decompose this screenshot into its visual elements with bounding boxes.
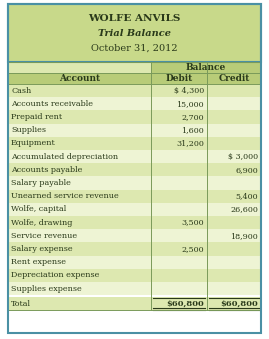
Bar xyxy=(8,256,151,269)
Text: Wolfe, capital: Wolfe, capital xyxy=(11,205,66,213)
Text: Unearned service revenue: Unearned service revenue xyxy=(11,192,119,200)
Bar xyxy=(8,137,151,150)
Bar xyxy=(207,73,261,84)
Text: 5,400: 5,400 xyxy=(235,192,258,200)
Bar xyxy=(207,229,261,242)
Bar xyxy=(8,111,151,124)
Text: Wolfe, drawing: Wolfe, drawing xyxy=(11,219,72,226)
Text: 6,900: 6,900 xyxy=(235,166,258,174)
Text: Accounts receivable: Accounts receivable xyxy=(11,100,93,108)
Text: Credit: Credit xyxy=(218,74,250,83)
Bar xyxy=(207,176,261,190)
Text: 15,000: 15,000 xyxy=(176,100,204,108)
Bar xyxy=(8,4,261,62)
Text: Total: Total xyxy=(11,300,31,308)
Bar xyxy=(151,97,207,111)
Bar xyxy=(207,297,261,311)
Bar xyxy=(8,176,151,190)
Text: $ 3,000: $ 3,000 xyxy=(228,153,258,161)
Bar xyxy=(151,176,207,190)
Text: 31,200: 31,200 xyxy=(176,139,204,147)
Bar xyxy=(151,282,207,295)
Bar xyxy=(207,111,261,124)
Text: Service revenue: Service revenue xyxy=(11,232,77,240)
Bar xyxy=(207,269,261,282)
Bar xyxy=(151,229,207,242)
Bar xyxy=(8,229,151,242)
Text: October 31, 2012: October 31, 2012 xyxy=(91,44,178,53)
Bar xyxy=(207,124,261,137)
Text: Depreciation expense: Depreciation expense xyxy=(11,272,99,279)
Text: Cash: Cash xyxy=(11,86,31,95)
Bar xyxy=(207,150,261,163)
Text: $60,800: $60,800 xyxy=(220,300,258,308)
Bar xyxy=(8,84,151,97)
Bar xyxy=(151,124,207,137)
Bar xyxy=(8,242,151,256)
Text: $60,800: $60,800 xyxy=(166,300,204,308)
Bar xyxy=(151,62,261,73)
Bar xyxy=(151,163,207,176)
Bar xyxy=(8,203,151,216)
Bar xyxy=(151,190,207,203)
Text: Trial Balance: Trial Balance xyxy=(98,28,171,38)
Bar xyxy=(207,97,261,111)
Bar xyxy=(151,111,207,124)
Bar xyxy=(8,297,151,311)
Bar xyxy=(151,269,207,282)
Bar xyxy=(207,242,261,256)
Bar xyxy=(8,62,151,73)
Text: Supplies expense: Supplies expense xyxy=(11,285,82,293)
Bar xyxy=(8,97,151,111)
Text: 3,500: 3,500 xyxy=(181,219,204,226)
Bar xyxy=(207,282,261,295)
Bar xyxy=(207,256,261,269)
Bar xyxy=(8,216,151,229)
Text: Equipment: Equipment xyxy=(11,139,56,147)
Text: 2,500: 2,500 xyxy=(181,245,204,253)
Text: 1,600: 1,600 xyxy=(181,126,204,134)
Bar xyxy=(207,203,261,216)
Bar xyxy=(151,137,207,150)
Bar xyxy=(207,190,261,203)
Bar xyxy=(8,190,151,203)
Text: Accumulated depreciation: Accumulated depreciation xyxy=(11,153,118,161)
Text: 26,600: 26,600 xyxy=(230,205,258,213)
Bar xyxy=(8,269,151,282)
Bar xyxy=(151,216,207,229)
Bar xyxy=(8,163,151,176)
Text: 2,700: 2,700 xyxy=(181,113,204,121)
Bar xyxy=(151,150,207,163)
Bar xyxy=(8,124,151,137)
Bar xyxy=(8,282,151,295)
Bar xyxy=(151,242,207,256)
Bar xyxy=(151,203,207,216)
Text: Prepaid rent: Prepaid rent xyxy=(11,113,62,121)
Bar xyxy=(8,4,261,62)
Bar xyxy=(8,150,151,163)
Bar xyxy=(207,137,261,150)
Text: Salary expense: Salary expense xyxy=(11,245,73,253)
Text: Account: Account xyxy=(59,74,100,83)
Bar xyxy=(207,216,261,229)
Bar xyxy=(8,73,151,84)
Bar xyxy=(151,84,207,97)
Bar xyxy=(151,73,207,84)
Text: Rent expense: Rent expense xyxy=(11,258,66,266)
Text: Debit: Debit xyxy=(165,74,193,83)
Text: Supplies: Supplies xyxy=(11,126,46,134)
Bar xyxy=(151,256,207,269)
Text: $ 4,300: $ 4,300 xyxy=(174,86,204,95)
Text: Salary payable: Salary payable xyxy=(11,179,71,187)
Text: Balance: Balance xyxy=(186,63,226,72)
Text: Accounts payable: Accounts payable xyxy=(11,166,82,174)
Text: WOLFE ANVILS: WOLFE ANVILS xyxy=(88,14,181,23)
Text: 18,900: 18,900 xyxy=(230,232,258,240)
Bar xyxy=(207,163,261,176)
Bar xyxy=(151,297,207,311)
Bar xyxy=(207,84,261,97)
